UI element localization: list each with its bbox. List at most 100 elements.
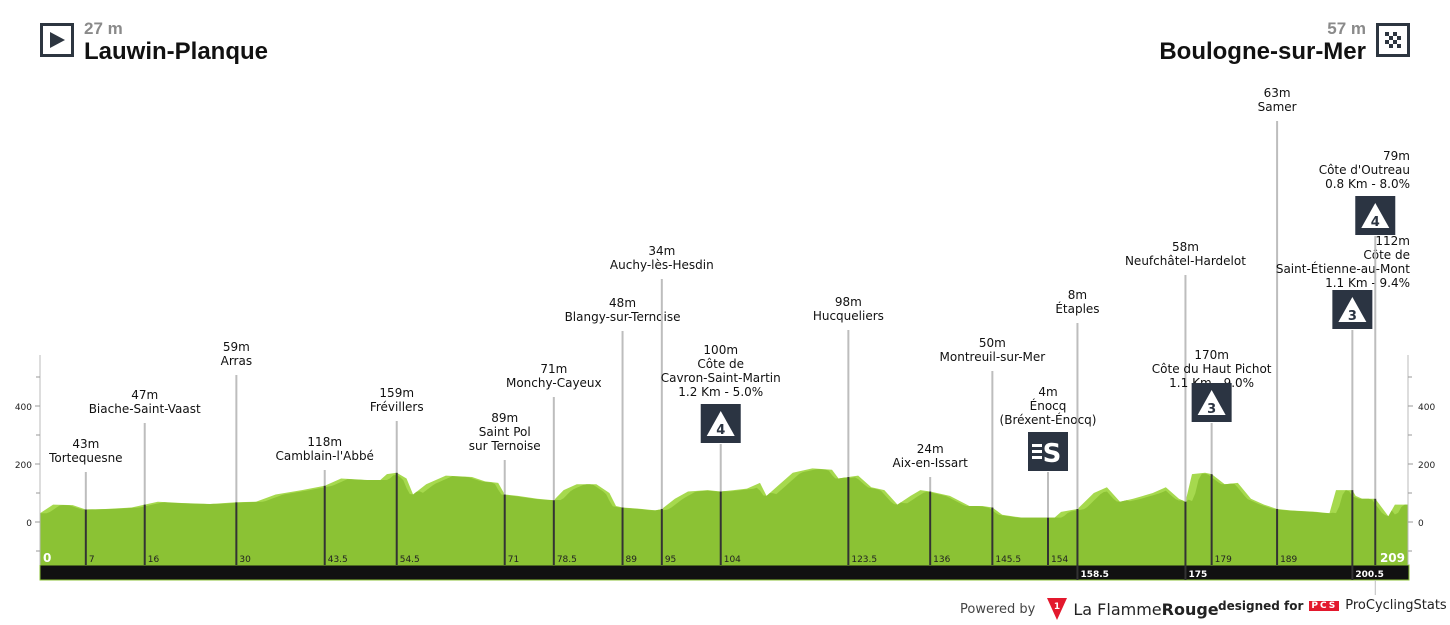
speed-line [1032, 444, 1042, 447]
km-tick-label: 200.5 [1355, 570, 1383, 580]
waypoint-label: 89m [491, 411, 518, 425]
waypoint-label: 34m [648, 244, 675, 258]
waypoint-label: Côte du Haut Pichot [1152, 362, 1272, 376]
waypoint-label: Blangy-sur-Ternoise [565, 310, 681, 324]
waypoint-label: Biache-Saint-Vaast [89, 402, 201, 416]
waypoint-label: 24m [917, 442, 944, 456]
waypoint-label: Hucqueliers [813, 309, 884, 323]
waypoint-label: 1.2 Km - 5.0% [678, 385, 763, 399]
km-tick-label: 158.5 [1080, 570, 1108, 580]
pcs-logo-icon: PCS [1309, 600, 1340, 611]
waypoint-label: Arras [221, 354, 252, 368]
km-tick-label: 54.5 [400, 555, 420, 565]
distance-bar [39, 564, 1410, 581]
waypoint-label: Monchy-Cayeux [506, 376, 602, 390]
climb-category: 3 [1348, 309, 1357, 324]
y-tick-label: 400 [15, 403, 32, 413]
waypoint-label: 100m [703, 343, 738, 357]
waypoint-label: Montreuil-sur-Mer [940, 350, 1046, 364]
waypoint-label: 58m [1172, 240, 1199, 254]
sprint-icon: S [1043, 439, 1062, 469]
waypoint-label: Étaples [1055, 301, 1099, 316]
profile-area [40, 469, 1408, 565]
km-tick-label: 7 [89, 555, 95, 565]
speed-line [1032, 456, 1042, 459]
waypoint-label: 112m [1375, 234, 1410, 248]
waypoint-label: 43m [72, 437, 99, 451]
powered-by: Powered by 1 La FlammeRouge [960, 598, 1219, 620]
km-tick-label: 189 [1280, 555, 1297, 565]
waypoint-label: Neufchâtel-Hardelot [1125, 254, 1246, 268]
rouge-text: Rouge [1161, 599, 1219, 619]
finish-header: 57 m Boulogne-sur-Mer [1159, 20, 1410, 66]
waypoint-label: 4m [1038, 385, 1057, 399]
waypoint-label: sur Ternoise [469, 439, 541, 453]
waypoint-label: Énocq [1030, 398, 1067, 413]
waypoint-label: (Bréxent-Énocq) [1000, 412, 1097, 427]
waypoint-label: 47m [131, 388, 158, 402]
km-tick-label: 145.5 [995, 555, 1021, 565]
waypoint-label: Cavron-Saint-Martin [661, 371, 781, 385]
km-tick-label: 78.5 [557, 555, 577, 565]
y-tick-label: 400 [1418, 403, 1435, 413]
climb-category: 4 [1371, 215, 1380, 230]
waypoint-label: Côte de [1363, 248, 1410, 262]
start-name: Lauwin-Planque [84, 38, 269, 65]
designed-for: designed for PCS ProCyclingStats [1218, 598, 1447, 613]
y-tick-label: 200 [15, 461, 32, 471]
start-header: 27 m Lauwin-Planque [40, 20, 268, 66]
km-tick-label: 71 [508, 555, 519, 565]
km-tick-label: 16 [148, 555, 160, 565]
waypoint-label: Côte d'Outreau [1319, 163, 1410, 177]
waypoint-label: 50m [979, 336, 1006, 350]
waypoint-label: 63m [1264, 86, 1291, 100]
waypoint-label: Auchy-lès-Hesdin [610, 258, 714, 272]
km-tick-label: 104 [724, 555, 741, 565]
waypoint-label: Samer [1258, 100, 1297, 114]
pcs-name: ProCyclingStats [1345, 598, 1447, 613]
climb-category: 4 [716, 423, 725, 438]
waypoint-label: Aix-en-Issart [893, 456, 969, 470]
designed-for-label: designed for [1218, 598, 1304, 613]
waypoint-label: 118m [307, 435, 342, 449]
km-end-label: 209 [1380, 551, 1405, 565]
km-tick-label: 30 [239, 555, 251, 565]
km-tick-label: 175 [1188, 570, 1207, 580]
powered-by-label: Powered by [960, 601, 1036, 617]
waypoint-label: 59m [223, 340, 250, 354]
svg-text:1: 1 [1054, 602, 1060, 612]
mountain-icon [1361, 203, 1390, 228]
waypoint-label: Tortequesne [48, 451, 123, 465]
waypoint-label: Camblain-l'Abbé [275, 449, 373, 463]
waypoint-label: 0.8 Km - 8.0% [1325, 177, 1410, 191]
km-tick-label: 123.5 [851, 555, 877, 565]
waypoint-label: Saint Pol [479, 425, 531, 439]
waypoint-label: Saint-Étienne-au-Mont [1276, 261, 1410, 276]
start-altitude: 27 m [84, 19, 123, 38]
finish-altitude: 57 m [1327, 19, 1366, 38]
waypoint-label: Frévillers [370, 400, 424, 414]
waypoint-label: 1.1 Km - 9.4% [1325, 276, 1410, 290]
mountain-icon [1338, 297, 1367, 322]
waypoint-label: Côte de [697, 357, 744, 371]
km-start-label: 0 [43, 551, 51, 565]
play-icon [40, 23, 74, 57]
climb-category: 3 [1207, 402, 1216, 417]
waypoint-label: 98m [835, 295, 862, 309]
km-tick-label: 136 [933, 555, 950, 565]
km-tick-label: 179 [1215, 555, 1232, 565]
waypoint-label: 79m [1383, 149, 1410, 163]
